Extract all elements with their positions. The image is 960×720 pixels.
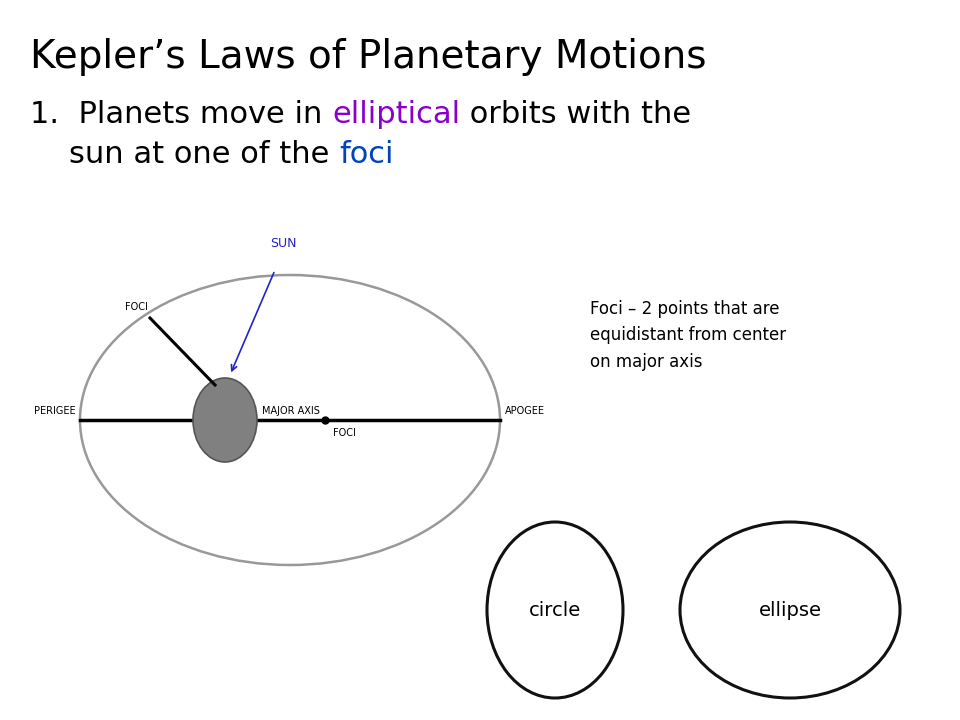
Text: 1.  Planets move in: 1. Planets move in (30, 100, 332, 129)
Text: SUN: SUN (270, 237, 297, 250)
Text: Kepler’s Laws of Planetary Motions: Kepler’s Laws of Planetary Motions (30, 38, 707, 76)
Text: FOCI: FOCI (125, 302, 148, 312)
Text: Foci – 2 points that are
equidistant from center
on major axis: Foci – 2 points that are equidistant fro… (590, 300, 786, 371)
Text: PERIGEE: PERIGEE (35, 406, 76, 416)
Ellipse shape (193, 378, 257, 462)
Text: orbits with the: orbits with the (460, 100, 691, 129)
Text: circle: circle (529, 600, 581, 619)
Text: elliptical: elliptical (332, 100, 460, 129)
Text: MAJOR AXIS: MAJOR AXIS (262, 406, 320, 416)
Text: sun at one of the: sun at one of the (30, 140, 339, 169)
Text: ellipse: ellipse (758, 600, 822, 619)
Text: FOCI: FOCI (333, 428, 356, 438)
Text: foci: foci (339, 140, 394, 169)
Text: APOGEE: APOGEE (505, 406, 545, 416)
